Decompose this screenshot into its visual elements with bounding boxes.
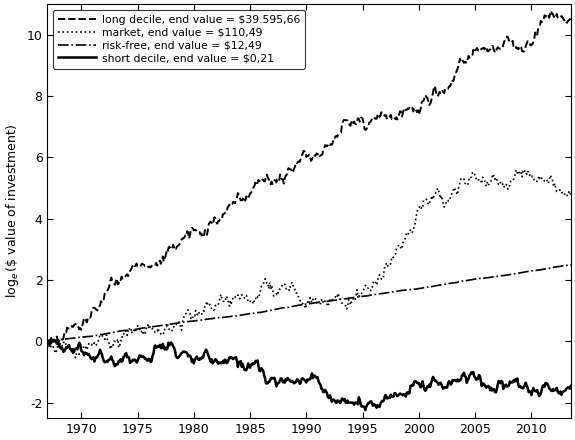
market, end value = $110,49: [72, 355, 79, 360]
market, end value = $110,49: [572, 194, 575, 200]
short decile, end value = $0,21: [44, 339, 51, 344]
short decile, end value = $0,21: [462, 374, 469, 380]
Line: short decile, end value = $0,21: short decile, end value = $0,21: [48, 340, 575, 410]
long decile, end value = $39.595,66: [49, 339, 56, 345]
risk-free, end value = $12,49: [233, 313, 240, 319]
short decile, end value = $0,21: [362, 407, 369, 413]
Line: market, end value = $110,49: market, end value = $110,49: [48, 169, 575, 358]
market, end value = $110,49: [342, 303, 348, 308]
short decile, end value = $0,21: [49, 337, 56, 343]
long decile, end value = $39.595,66: [325, 140, 332, 146]
short decile, end value = $0,21: [98, 352, 105, 357]
market, end value = $110,49: [325, 301, 332, 307]
Y-axis label: $\log_e$(\$ value of investment): $\log_e$(\$ value of investment): [4, 124, 21, 298]
risk-free, end value = $12,49: [324, 298, 331, 304]
risk-free, end value = $12,49: [340, 296, 347, 301]
long decile, end value = $39.595,66: [342, 117, 348, 123]
risk-free, end value = $12,49: [364, 293, 371, 298]
Line: risk-free, end value = $12,49: risk-free, end value = $12,49: [48, 264, 575, 341]
long decile, end value = $39.595,66: [365, 124, 371, 129]
risk-free, end value = $12,49: [98, 332, 105, 337]
market, end value = $110,49: [365, 286, 371, 291]
short decile, end value = $0,21: [366, 400, 373, 406]
long decile, end value = $39.595,66: [547, 8, 554, 14]
short decile, end value = $0,21: [572, 386, 575, 392]
long decile, end value = $39.595,66: [98, 299, 105, 304]
risk-free, end value = $12,49: [44, 339, 51, 344]
Line: long decile, end value = $39.595,66: long decile, end value = $39.595,66: [48, 11, 575, 342]
market, end value = $110,49: [235, 293, 242, 298]
long decile, end value = $39.595,66: [235, 191, 242, 196]
market, end value = $110,49: [44, 339, 51, 344]
Legend: long decile, end value = $39.595,66, market, end value = $110,49, risk-free, end: long decile, end value = $39.595,66, mar…: [53, 10, 305, 69]
long decile, end value = $39.595,66: [44, 339, 51, 344]
long decile, end value = $39.595,66: [572, 14, 575, 19]
market, end value = $110,49: [98, 333, 105, 338]
short decile, end value = $0,21: [235, 364, 242, 370]
short decile, end value = $0,21: [325, 396, 332, 401]
market, end value = $110,49: [461, 180, 468, 186]
short decile, end value = $0,21: [342, 396, 348, 402]
long decile, end value = $39.595,66: [461, 59, 468, 64]
risk-free, end value = $12,49: [461, 279, 467, 284]
risk-free, end value = $12,49: [572, 261, 575, 267]
market, end value = $110,49: [520, 167, 527, 172]
